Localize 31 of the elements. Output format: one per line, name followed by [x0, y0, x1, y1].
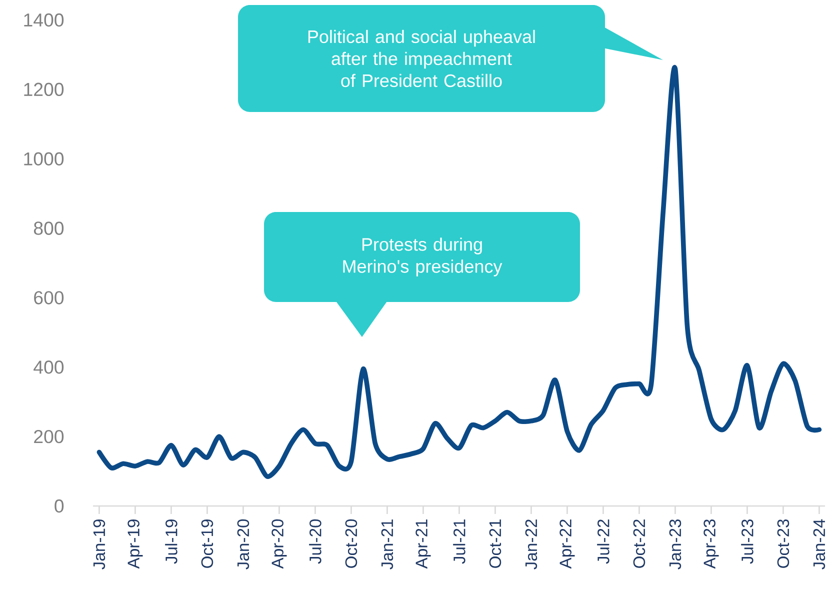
- y-tick-label: 400: [34, 360, 64, 374]
- x-tick-label: Apr-19: [128, 519, 143, 569]
- annotation: Protests during Merino's presidency: [343, 238, 502, 276]
- x-tick-label: Oct-19: [201, 519, 214, 568]
- x-tick-label: Jul-20: [309, 519, 322, 564]
- x-tick-label: Apr-20: [272, 519, 287, 569]
- x-tick-label: Jul-19: [165, 519, 178, 564]
- y-tick-label: 600: [34, 291, 64, 304]
- x-tick-label: Oct-23: [777, 519, 790, 568]
- y-tick-label: 1200: [24, 82, 64, 96]
- x-tick-label: Apr-21: [416, 520, 431, 569]
- x-tick-label: Jan-19: [93, 519, 106, 570]
- x-tick-label: Apr-22: [560, 520, 575, 569]
- y-tick-label: 1400: [24, 13, 64, 27]
- annotation: Political and social upheaval after the impeachment of President Castillo: [308, 30, 535, 88]
- x-tick-label: Jan-22: [525, 520, 538, 570]
- x-tick-label: Oct-21: [489, 520, 502, 568]
- x-tick-label: Jan-20: [237, 519, 250, 570]
- x-tick-label: Apr-23: [704, 519, 719, 569]
- x-tick-label: Oct-20: [345, 519, 358, 568]
- x-tick-label: Jul-22: [597, 520, 610, 564]
- x-tick-label: Jul-21: [453, 520, 466, 564]
- x-tick-label: Oct-22: [633, 520, 646, 568]
- y-tick-label: 0: [54, 499, 64, 513]
- y-tick-label: 800: [34, 222, 64, 235]
- x-tick-label: Jul-23: [741, 519, 754, 564]
- x-tick-label: Jan-23: [669, 519, 682, 570]
- x-tick-label: Jan-21: [381, 520, 394, 570]
- y-tick-label: 1000: [24, 152, 64, 166]
- y-tick-label: 200: [34, 430, 64, 444]
- x-tick-label: Jan-24: [813, 519, 826, 570]
